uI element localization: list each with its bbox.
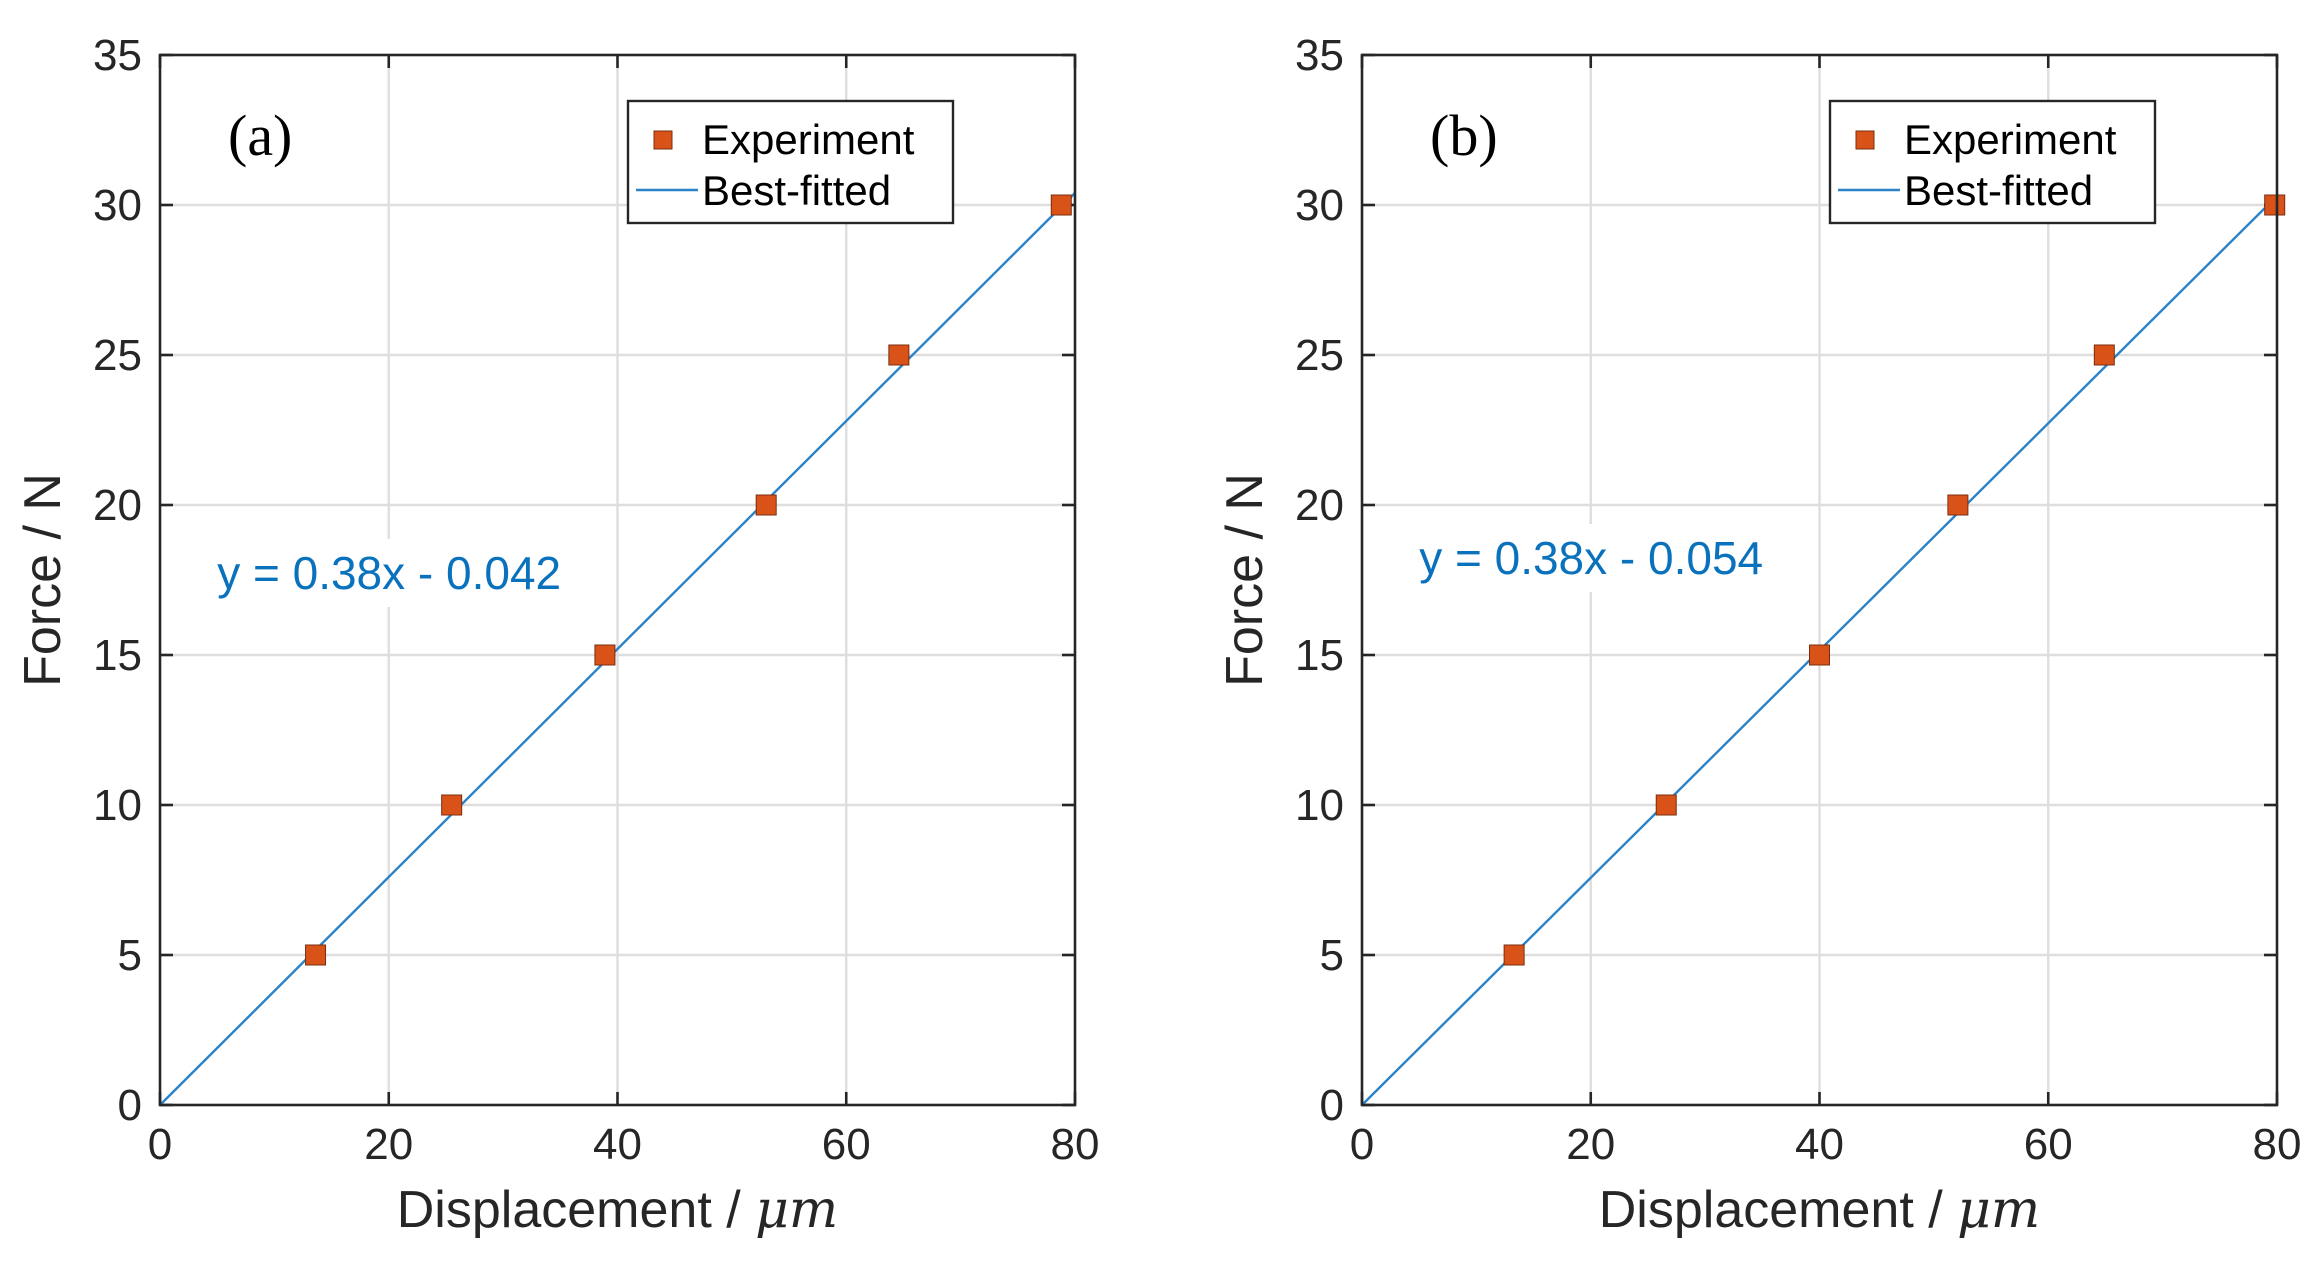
experiment-marker [888, 344, 910, 366]
y-tick-label: 10 [93, 781, 142, 830]
experiment-marker [755, 494, 777, 516]
experiment-marker [2093, 344, 2115, 366]
experiment-marker [1503, 944, 1525, 966]
legend-box [626, 99, 955, 225]
y-tick-label: 25 [93, 331, 142, 380]
y-tick-label: 35 [1295, 31, 1344, 80]
experiment-marker [2264, 194, 2286, 216]
y-tick-label: 25 [1295, 331, 1344, 380]
x-axis-label-text: Displacement / [397, 1181, 755, 1239]
fit-equation-label: y = 0.38x - 0.042 [217, 547, 561, 599]
x-tick-label: 40 [1795, 1120, 1844, 1169]
y-tick-label: 20 [1295, 481, 1344, 530]
equation-background [209, 539, 570, 607]
x-tick-label: 40 [593, 1120, 642, 1169]
legend-fit-label: Best-fitted [702, 167, 891, 214]
axes-frame [158, 53, 1077, 1107]
legend-box [1828, 99, 2157, 225]
y-tick-label: 15 [1295, 631, 1344, 680]
x-axis-label-text: Displacement / [1599, 1181, 1957, 1239]
y-tick-label: 20 [93, 481, 142, 530]
x-axis-label-unit: μm [755, 1180, 838, 1240]
legend-experiment-marker [653, 130, 673, 150]
legend-experiment-label: Experiment [702, 116, 915, 163]
y-axis-label: Force / N [14, 473, 72, 687]
chart-panel-b: 0 20 40 60 80 0 5 10 15 20 25 30 35 y = 0.38x - 0.054… [1216, 31, 2301, 1240]
y-tick-label: 0 [118, 1081, 142, 1130]
y-tick-label: 15 [93, 631, 142, 680]
x-tick-label: 80 [1051, 1120, 1100, 1169]
x-axis-label: Displacement / μm [1599, 1180, 2040, 1240]
axes-frame [1360, 53, 2279, 1107]
x-tick-label: 20 [1566, 1120, 1615, 1169]
x-tick-label: 60 [2024, 1120, 2073, 1169]
panel-label: (b) [1430, 103, 1498, 168]
x-tick-label: 0 [1350, 1120, 1374, 1169]
y-tick-label: 35 [93, 31, 142, 80]
experiment-marker [1809, 644, 1830, 666]
x-axis-label: Displacement / μm [397, 1180, 838, 1240]
experiment-marker [305, 944, 327, 966]
equation-background [1411, 524, 1772, 592]
x-tick-label: 0 [148, 1120, 172, 1169]
x-tick-label: 60 [822, 1120, 871, 1169]
experiment-marker [1050, 194, 1072, 216]
fit-equation-label: y = 0.38x - 0.054 [1419, 532, 1763, 584]
panel-label: (a) [228, 103, 292, 168]
x-axis-label-unit: μm [1957, 1180, 2040, 1240]
x-tick-label: 20 [364, 1120, 413, 1169]
y-tick-label: 5 [118, 931, 142, 980]
x-tick-label: 80 [2253, 1120, 2302, 1169]
y-tick-label: 10 [1295, 781, 1344, 830]
legend-fit-label: Best-fitted [1904, 167, 2093, 214]
y-tick-label: 30 [93, 181, 142, 230]
y-tick-label: 30 [1295, 181, 1344, 230]
y-tick-label: 5 [1320, 931, 1344, 980]
experiment-marker [594, 644, 616, 666]
y-tick-label: 0 [1320, 1081, 1344, 1130]
legend-experiment-marker [1855, 130, 1875, 150]
chart-panel-a: 0 20 40 60 80 0 5 10 15 20 25 30 35 y = 0.38x - 0.042… [14, 31, 1099, 1240]
legend-experiment-label: Experiment [1904, 116, 2117, 163]
experiment-marker [1947, 494, 1969, 516]
experiment-marker [441, 794, 463, 816]
y-axis-label: Force / N [1216, 473, 1274, 687]
experiment-marker [1655, 794, 1677, 816]
